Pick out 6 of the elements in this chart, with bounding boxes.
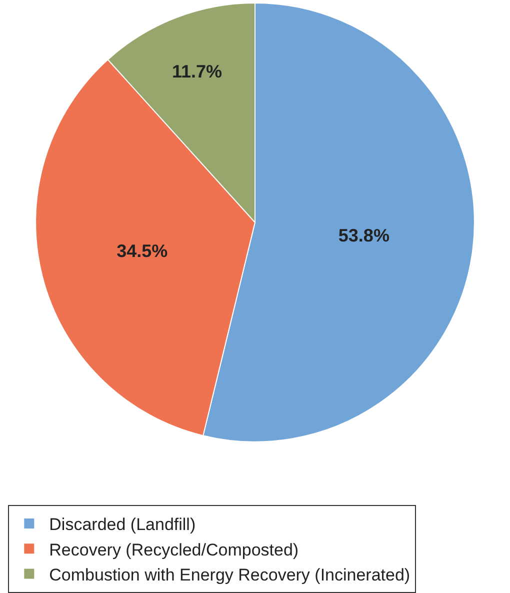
data-label: 11.7%	[172, 62, 222, 82]
legend-label: Recovery (Recycled/Composted)	[49, 540, 299, 560]
legend-label: Discarded (Landfill)	[49, 515, 196, 534]
data-label: 34.5%	[116, 240, 168, 261]
data-label: 53.8%	[338, 225, 390, 246]
legend-label: Combustion with Energy Recovery (Incinerated)	[49, 565, 410, 584]
